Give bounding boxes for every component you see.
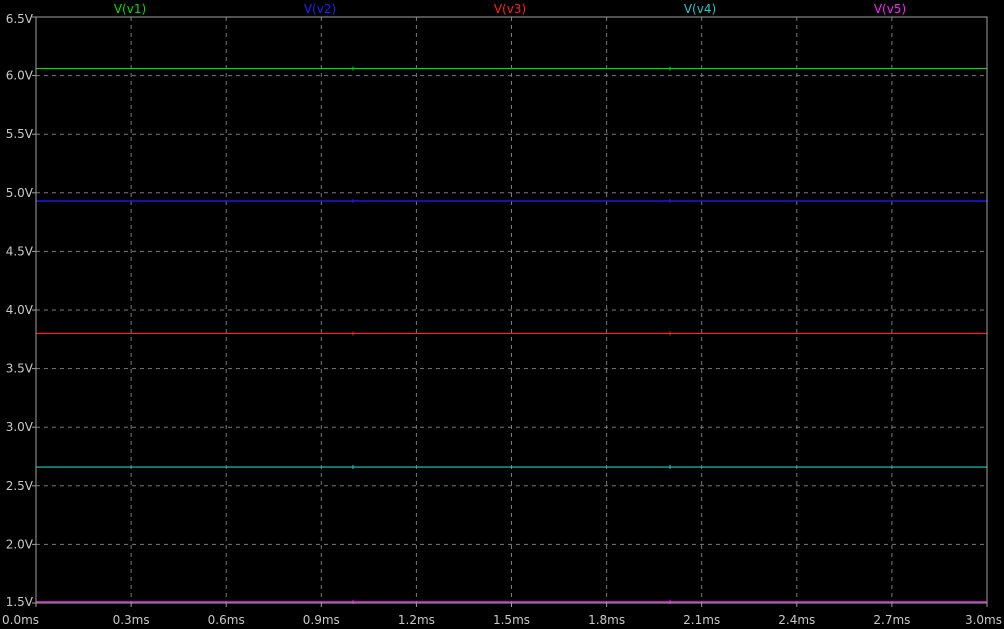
grid-lines bbox=[36, 17, 987, 603]
y-axis-ticks: 1.5V 2.0V 2.5V 3.0V 3.5V 4.0V 4.5V 5.0V 5.5V 6.0V… bbox=[6, 12, 36, 609]
series-lines bbox=[36, 66, 987, 604]
y-tick-label: 3.0V bbox=[6, 420, 34, 434]
x-tick-label: 1.8ms bbox=[588, 613, 625, 627]
x-tick-label: 0.6ms bbox=[208, 613, 245, 627]
legend-entry: V(v4) bbox=[684, 2, 716, 16]
y-tick-label: 5.5V bbox=[6, 127, 34, 141]
x-axis-ticks: 0.0ms 0.3ms 0.6ms 0.9ms 1.2ms 1.5ms 1.8ms 2.1ms… bbox=[2, 603, 1002, 627]
x-tick-label: 1.5ms bbox=[493, 613, 530, 627]
y-tick-label: 6.5V bbox=[6, 12, 34, 26]
x-tick-label: 0.0ms bbox=[2, 613, 39, 627]
x-tick-label: 1.2ms bbox=[398, 613, 435, 627]
x-tick-label: 0.9ms bbox=[303, 613, 340, 627]
y-tick-label: 2.5V bbox=[6, 479, 34, 493]
y-tick-label: 3.5V bbox=[6, 362, 34, 376]
x-tick-label: 2.4ms bbox=[778, 613, 815, 627]
x-tick-label: 0.3ms bbox=[113, 613, 150, 627]
legend-entry: V(v2) bbox=[304, 2, 336, 16]
legend-entry: V(v1) bbox=[114, 2, 146, 16]
x-tick-label: 2.1ms bbox=[683, 613, 720, 627]
legend: V(v1) V(v2) V(v3) V(v4) V(v5) bbox=[114, 2, 906, 16]
y-tick-label: 5.0V bbox=[6, 186, 34, 200]
y-tick-label: 4.5V bbox=[6, 244, 34, 258]
y-tick-label: 6.0V bbox=[6, 69, 34, 83]
y-tick-label: 2.0V bbox=[6, 537, 34, 551]
x-tick-label: 3.0ms bbox=[965, 613, 1002, 627]
legend-entry: V(v5) bbox=[874, 2, 906, 16]
legend-entry: V(v3) bbox=[494, 2, 526, 16]
y-tick-label: 4.0V bbox=[6, 303, 34, 317]
y-tick-label: 1.5V bbox=[6, 595, 34, 609]
x-tick-label: 2.7ms bbox=[873, 613, 910, 627]
